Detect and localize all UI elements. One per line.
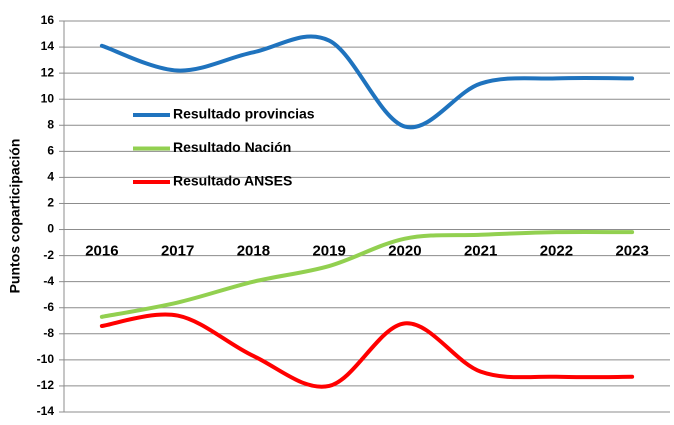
series-line bbox=[99, 34, 635, 130]
x-tick-label: 2021 bbox=[464, 243, 497, 260]
y-tick-label: 16 bbox=[41, 13, 55, 27]
y-tick-label: 0 bbox=[47, 222, 54, 236]
x-tick-label: 2023 bbox=[615, 243, 648, 260]
y-axis-title: Puntos coparticipación bbox=[7, 139, 23, 294]
x-tick-label: 2016 bbox=[85, 243, 118, 260]
legend-label: Resultado provincias bbox=[173, 106, 315, 122]
y-tick-label: 8 bbox=[47, 117, 54, 131]
x-tick-label: 2018 bbox=[237, 243, 270, 260]
y-tick-label: 12 bbox=[41, 65, 55, 79]
y-tick-label: -4 bbox=[43, 274, 54, 288]
y-tick-label: 10 bbox=[41, 91, 55, 105]
x-tick-label: 2017 bbox=[161, 243, 194, 260]
series-line bbox=[99, 229, 635, 319]
y-tick-label: -14 bbox=[37, 404, 55, 418]
y-tick-label: -6 bbox=[43, 300, 54, 314]
y-tick-label: 2 bbox=[47, 196, 54, 210]
x-tick-label: 2022 bbox=[540, 243, 573, 260]
x-tick-label: 2019 bbox=[312, 243, 345, 260]
y-tick-label: 14 bbox=[41, 39, 55, 53]
y-tick-label: -10 bbox=[37, 352, 55, 366]
series-line bbox=[99, 312, 635, 389]
y-tick-label: -12 bbox=[37, 378, 55, 392]
legend-label: Resultado ANSES bbox=[173, 173, 292, 189]
y-tick-label: 6 bbox=[47, 144, 54, 158]
legend-label: Resultado Nación bbox=[173, 139, 291, 155]
x-tick-label: 2020 bbox=[388, 243, 421, 260]
y-tick-label: 4 bbox=[47, 170, 54, 184]
y-tick-label: -2 bbox=[43, 248, 54, 262]
y-tick-label: -8 bbox=[43, 326, 54, 340]
